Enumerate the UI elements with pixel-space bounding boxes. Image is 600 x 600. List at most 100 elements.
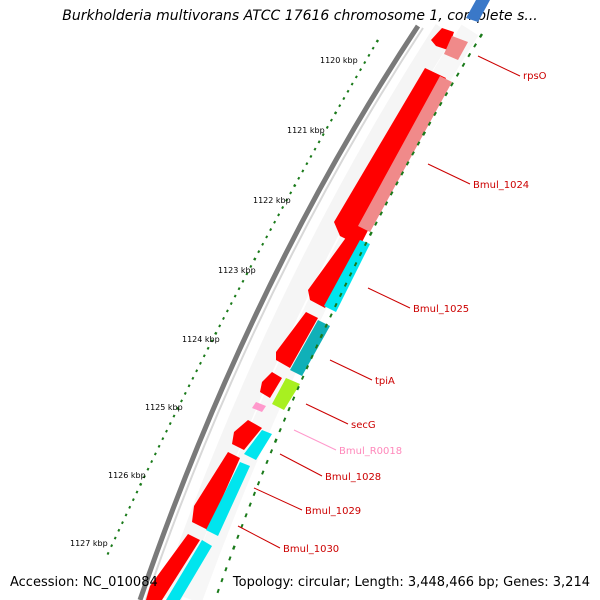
cog-blocks xyxy=(166,0,490,600)
outer-tick-mark xyxy=(199,361,202,365)
outer-tick-mark xyxy=(313,147,317,151)
cds-arrow-bmul-1024[interactable] xyxy=(334,68,446,246)
inner-tick-mark xyxy=(358,251,363,257)
outer-tick-mark xyxy=(261,242,265,246)
outer-tick-mark xyxy=(285,198,289,202)
inner-tick-mark xyxy=(389,191,394,196)
outer-tick-mark xyxy=(253,257,257,261)
outer-tick-mark xyxy=(342,96,346,101)
gene-label-bmul-1029[interactable]: Bmul_1029 xyxy=(305,506,361,517)
cds-arrow-tpia[interactable] xyxy=(276,312,318,368)
outer-tick-mark xyxy=(206,346,210,350)
outer-tick-mark xyxy=(297,176,301,180)
outer-tick-mark xyxy=(305,162,309,166)
inner-tick-mark xyxy=(348,272,353,277)
inner-tick-mark xyxy=(416,141,421,146)
inner-tick-mark xyxy=(248,502,252,507)
inner-tick-mark xyxy=(473,43,477,48)
inner-tick-mark xyxy=(411,151,415,156)
inner-tick-mark xyxy=(220,577,224,583)
tick-labels: 1120 kbp 1121 kbp 1122 kbp 1123 kbp 1124… xyxy=(70,56,358,548)
outer-tick-mark xyxy=(237,287,241,291)
inner-tick-mark xyxy=(400,171,405,176)
inner-tick-mark xyxy=(338,292,343,298)
backbone-outer xyxy=(137,24,421,600)
gene-label-bmul-1028[interactable]: Bmul_1028 xyxy=(325,472,381,483)
inner-tick-mark xyxy=(324,323,328,329)
outer-tick-mark xyxy=(183,391,187,395)
outer-tick-mark xyxy=(222,316,225,321)
outer-tick-mark xyxy=(367,53,371,57)
outer-tick-mark xyxy=(289,191,293,195)
inner-tick-mark xyxy=(405,161,410,166)
outer-tick-mark xyxy=(124,513,128,517)
inner-tick-mark xyxy=(421,131,427,136)
callout-line-bmul-1030 xyxy=(237,525,281,549)
callout-line-bmul-1024 xyxy=(427,163,471,185)
outer-tick-mark xyxy=(135,490,139,494)
inner-tick-mark xyxy=(427,121,432,126)
outer-tick-mark xyxy=(375,39,380,43)
inner-tick-mark xyxy=(461,62,466,68)
outer-tick-mark xyxy=(359,68,363,72)
rna-arrow-bmul-r0018[interactable] xyxy=(252,402,266,412)
inner-tick-mark xyxy=(379,211,383,216)
gene-label-rpso[interactable]: rpsO xyxy=(523,71,547,82)
outer-tick-mark xyxy=(172,414,176,418)
cog-block-rpso xyxy=(444,36,468,60)
outer-tick-mark xyxy=(329,118,333,122)
inner-tick-mark xyxy=(252,491,256,497)
cds-arrow-bmul-1029[interactable] xyxy=(192,452,240,530)
callout-line-bmul-1025 xyxy=(367,287,411,309)
inner-tick-mark xyxy=(261,470,265,475)
outer-tick-mark xyxy=(317,140,321,144)
inner-tick-mark xyxy=(244,513,248,518)
outer-tick-mark xyxy=(229,301,233,306)
outer-tick-mark xyxy=(202,354,206,358)
outer-tick-mark xyxy=(325,125,329,129)
outer-tick-mark xyxy=(165,429,168,433)
outer-tick-mark xyxy=(273,220,277,224)
outer-tick-mark xyxy=(281,205,285,210)
cog-block-bmul-1025 xyxy=(324,240,370,312)
outer-tick-mark xyxy=(257,250,261,254)
inner-tick-mark xyxy=(334,302,338,308)
outer-tick-mark xyxy=(153,452,157,456)
inner-tick-mark xyxy=(384,201,389,206)
gene-label-bmul-1024[interactable]: Bmul_1024 xyxy=(473,180,529,191)
outer-tick-mark xyxy=(131,498,135,502)
inner-tick-mark xyxy=(269,449,274,454)
cog-block-blue xyxy=(466,0,490,22)
cds-arrow-secg[interactable] xyxy=(260,372,282,398)
outer-tick-mark xyxy=(301,169,305,173)
outer-tick-mark xyxy=(146,467,150,471)
inner-tick-mark xyxy=(438,101,443,107)
inner-tick-mark xyxy=(300,375,305,380)
outer-tick-mark xyxy=(269,227,273,232)
cds-arrow-bmul-1025[interactable] xyxy=(308,232,363,308)
outer-tick-mark xyxy=(233,294,237,298)
gene-label-bmul-1030[interactable]: Bmul_1030 xyxy=(283,544,339,555)
inner-tick-mark xyxy=(433,111,437,117)
outer-tick-mark xyxy=(241,279,245,283)
gene-label-bmul-r0018[interactable]: Bmul_R0018 xyxy=(339,446,402,457)
cds-arrow-bmul-1030[interactable] xyxy=(146,534,200,600)
cog-block-tpia xyxy=(290,320,330,376)
inner-tick-mark xyxy=(368,231,373,237)
tick-label: 1125 kbp xyxy=(145,403,183,412)
outer-tick-mark xyxy=(333,111,338,115)
outer-tick-mark xyxy=(113,536,117,540)
inner-tick-mark xyxy=(232,545,236,550)
outer-tick-mark xyxy=(249,264,253,269)
gene-label-tpia[interactable]: tpiA xyxy=(375,376,395,387)
inner-tick-mark xyxy=(236,534,240,540)
callout-line-bmul-r0018 xyxy=(293,429,337,451)
outer-tick-mark xyxy=(157,444,161,448)
cds-arrow-bmul-1028[interactable] xyxy=(232,420,262,450)
outer-tick-mark xyxy=(106,551,110,555)
gene-label-secg[interactable]: secG xyxy=(351,420,376,431)
gene-label-bmul-1025[interactable]: Bmul_1025 xyxy=(413,304,469,315)
outer-tick-mark xyxy=(161,437,165,441)
tick-label: 1127 kbp xyxy=(70,539,108,548)
